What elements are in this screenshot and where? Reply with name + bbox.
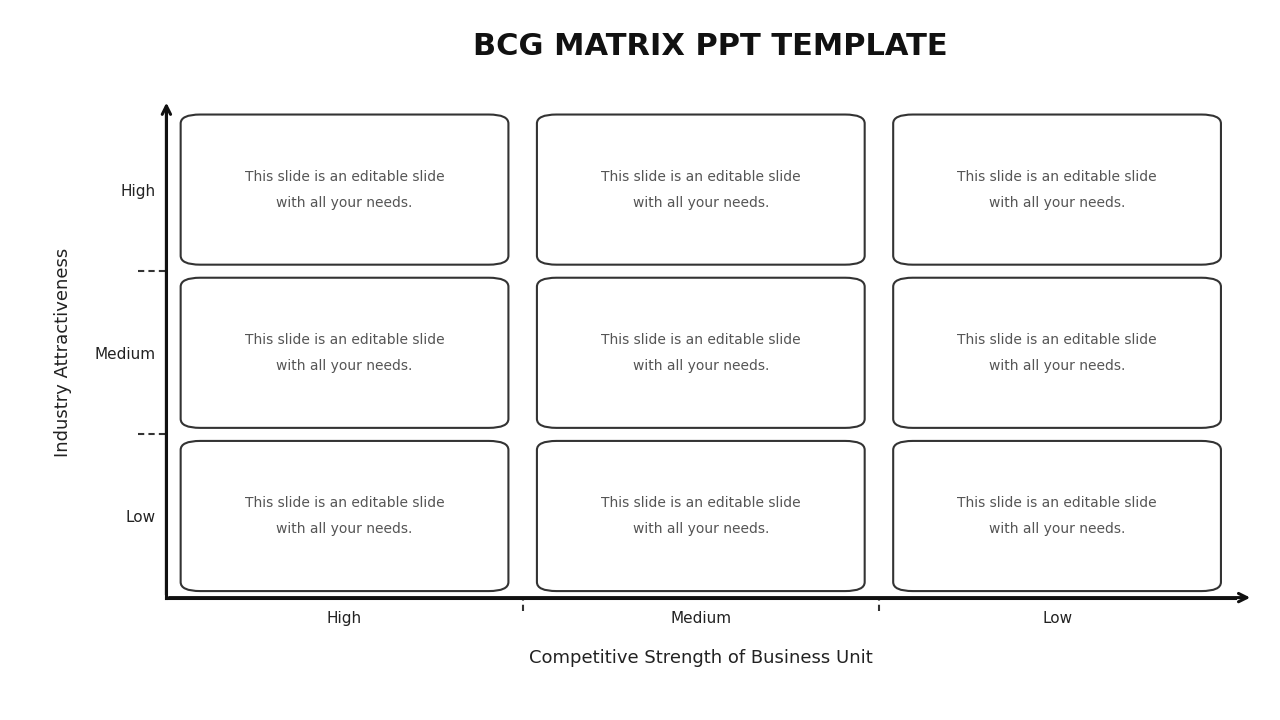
Text: with all your needs.: with all your needs. xyxy=(276,359,412,373)
FancyBboxPatch shape xyxy=(893,441,1221,591)
FancyBboxPatch shape xyxy=(180,278,508,428)
Text: This slide is an editable slide: This slide is an editable slide xyxy=(244,333,444,347)
Text: This slide is an editable slide: This slide is an editable slide xyxy=(957,169,1157,184)
Text: BCG MATRIX PPT TEMPLATE: BCG MATRIX PPT TEMPLATE xyxy=(474,32,947,61)
FancyBboxPatch shape xyxy=(893,278,1221,428)
Text: This slide is an editable slide: This slide is an editable slide xyxy=(602,333,800,347)
Y-axis label: Industry Attractiveness: Industry Attractiveness xyxy=(54,248,72,457)
Text: with all your needs.: with all your needs. xyxy=(989,359,1125,373)
Text: with all your needs.: with all your needs. xyxy=(632,196,769,210)
FancyBboxPatch shape xyxy=(893,114,1221,265)
FancyBboxPatch shape xyxy=(180,114,508,265)
Text: with all your needs.: with all your needs. xyxy=(632,522,769,536)
Text: with all your needs.: with all your needs. xyxy=(989,522,1125,536)
Text: with all your needs.: with all your needs. xyxy=(276,196,412,210)
Text: This slide is an editable slide: This slide is an editable slide xyxy=(602,169,800,184)
Text: with all your needs.: with all your needs. xyxy=(632,359,769,373)
FancyBboxPatch shape xyxy=(536,114,865,265)
FancyBboxPatch shape xyxy=(536,278,865,428)
X-axis label: Competitive Strength of Business Unit: Competitive Strength of Business Unit xyxy=(529,649,873,667)
Text: This slide is an editable slide: This slide is an editable slide xyxy=(244,169,444,184)
Text: This slide is an editable slide: This slide is an editable slide xyxy=(244,496,444,510)
Text: with all your needs.: with all your needs. xyxy=(989,196,1125,210)
FancyBboxPatch shape xyxy=(180,441,508,591)
Text: This slide is an editable slide: This slide is an editable slide xyxy=(602,496,800,510)
Text: This slide is an editable slide: This slide is an editable slide xyxy=(957,496,1157,510)
Text: with all your needs.: with all your needs. xyxy=(276,522,412,536)
FancyBboxPatch shape xyxy=(536,441,865,591)
Text: This slide is an editable slide: This slide is an editable slide xyxy=(957,333,1157,347)
